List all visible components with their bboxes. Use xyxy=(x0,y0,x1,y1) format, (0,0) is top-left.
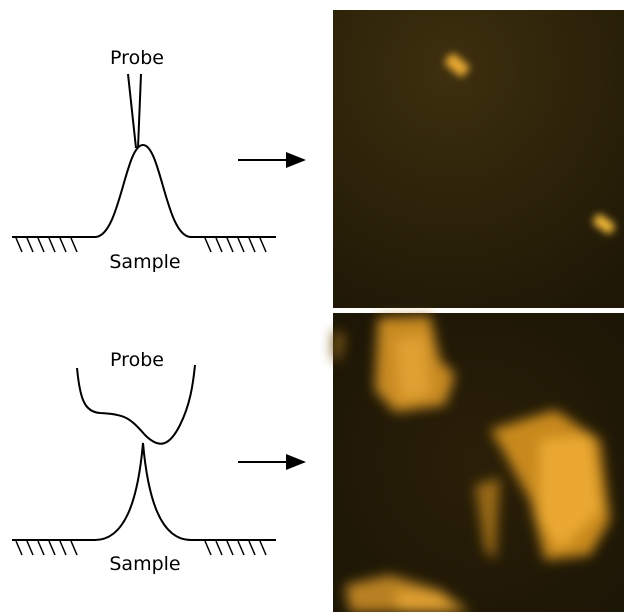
top-schematic: Probe Sample xyxy=(12,47,304,273)
probe-tip xyxy=(77,365,195,444)
image-bg xyxy=(333,10,624,308)
probe-label: Probe xyxy=(110,47,164,69)
sample-peak xyxy=(12,443,276,540)
bottom-schematic: Probe Sample xyxy=(12,349,304,575)
sample-label: Sample xyxy=(109,251,180,273)
probe-label: Probe xyxy=(110,349,164,371)
hatch xyxy=(16,238,266,252)
probe-tip xyxy=(128,74,141,148)
bottom-image xyxy=(333,313,624,612)
top-image xyxy=(333,10,624,308)
page: Probe Sample Probe Sample xyxy=(0,0,624,612)
diagram: Probe Sample Probe Sample xyxy=(0,0,624,612)
sample-label: Sample xyxy=(109,553,180,575)
sample-peak xyxy=(12,145,276,237)
